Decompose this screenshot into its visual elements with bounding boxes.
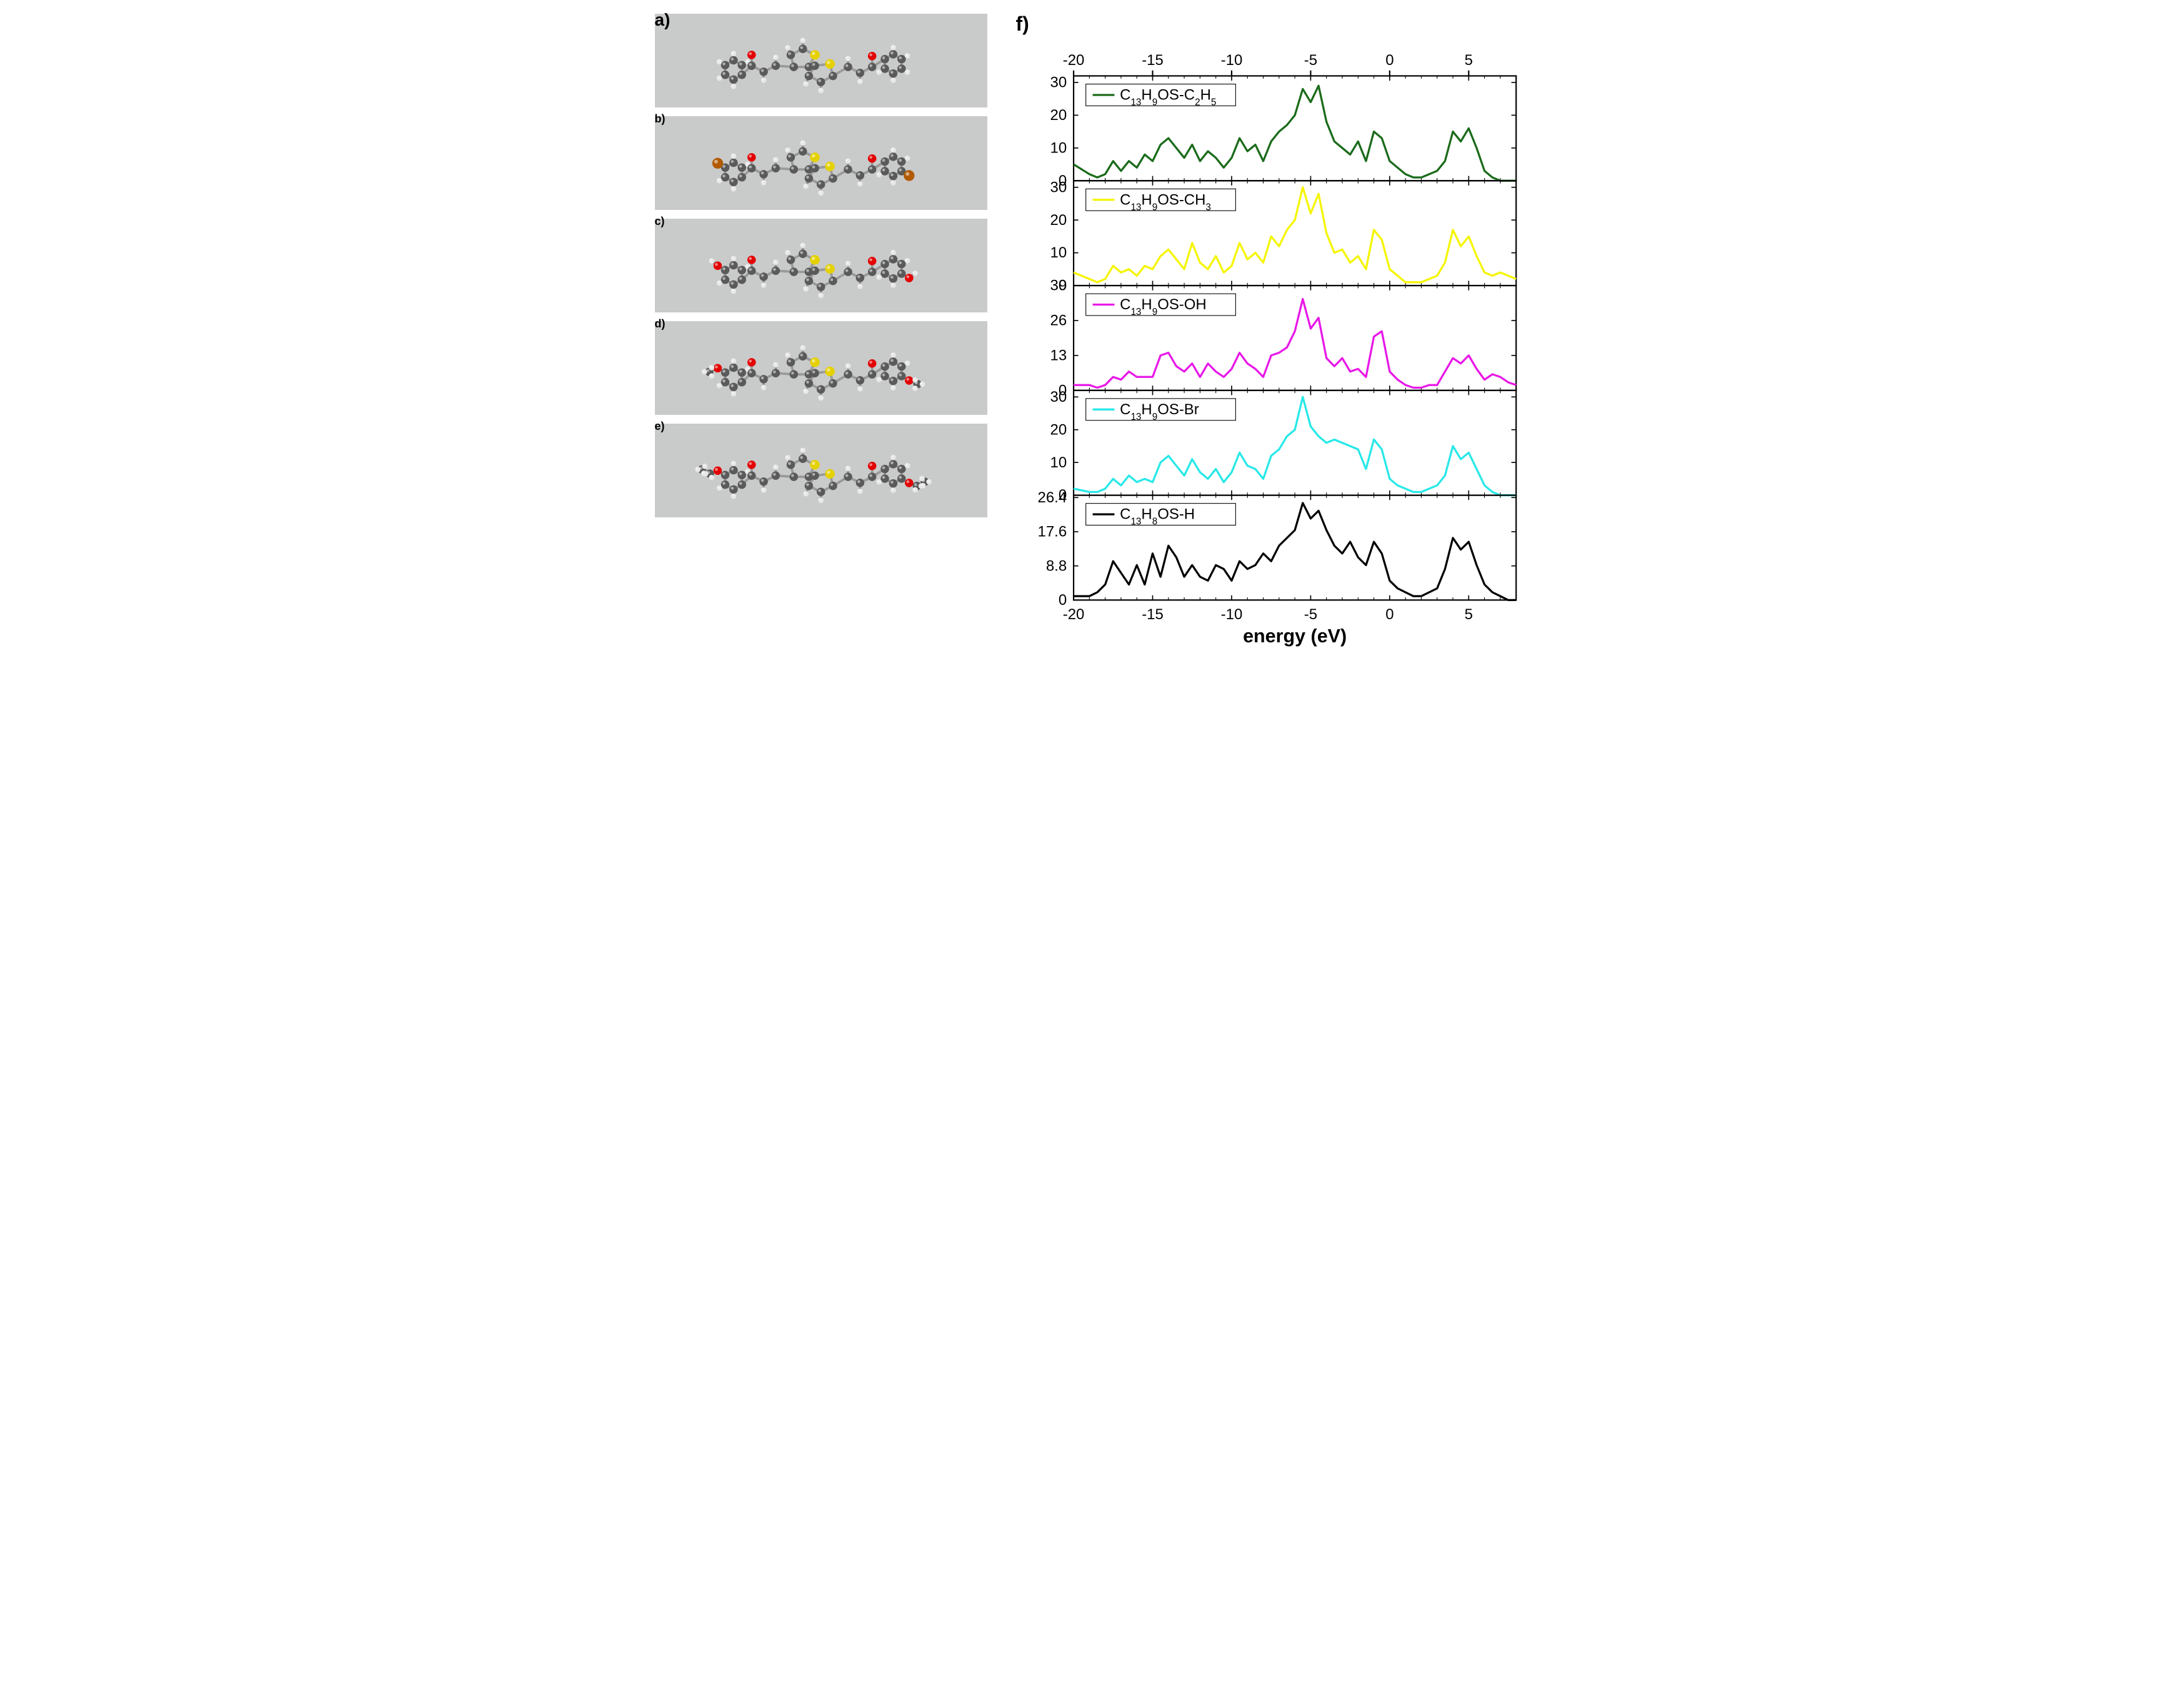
- svg-text:20: 20: [1050, 421, 1067, 438]
- molecule-svg-a: [663, 19, 979, 103]
- molecule-svg-c: [663, 224, 979, 308]
- svg-text:10: 10: [1050, 139, 1067, 156]
- svg-text:13: 13: [1050, 347, 1067, 364]
- svg-text:8.8: 8.8: [1045, 557, 1066, 574]
- molecule-box-e: [655, 424, 987, 517]
- svg-text:-10: -10: [1220, 52, 1242, 69]
- svg-text:0: 0: [1385, 52, 1394, 69]
- panel-label-a: a): [655, 10, 671, 30]
- panel-d: d): [655, 320, 987, 415]
- svg-text:-15: -15: [1142, 606, 1164, 623]
- panel-c: c): [655, 217, 987, 312]
- svg-text:-15: -15: [1142, 52, 1164, 69]
- panel-label-b: b): [655, 112, 666, 126]
- panel-label-c: c): [655, 215, 665, 228]
- molecule-column: a) b) c) d) e): [655, 12, 987, 658]
- molecule-box-d: [655, 321, 987, 415]
- svg-text:5: 5: [1464, 606, 1472, 623]
- molecule-box-a: [655, 14, 987, 107]
- svg-text:10: 10: [1050, 244, 1067, 261]
- molecule-svg-b: [663, 121, 979, 206]
- svg-text:-5: -5: [1304, 52, 1317, 69]
- svg-text:30: 30: [1050, 74, 1067, 91]
- molecule-svg-e: [663, 429, 979, 513]
- panel-label-d: d): [655, 317, 666, 331]
- svg-text:26.4: 26.4: [1037, 489, 1067, 506]
- svg-text:26: 26: [1050, 312, 1067, 329]
- svg-text:0: 0: [1385, 606, 1394, 623]
- figure-container: a) b) c) d) e): [655, 12, 1530, 658]
- svg-text:-20: -20: [1062, 606, 1084, 623]
- svg-text:10: 10: [1050, 454, 1067, 471]
- svg-text:39: 39: [1050, 277, 1067, 294]
- svg-text:-20: -20: [1062, 52, 1084, 69]
- dos-chart-svg: -20-15-10-5050102030C13H9OS-C2H50102030C…: [1012, 42, 1530, 655]
- svg-text:17.6: 17.6: [1037, 524, 1067, 540]
- chart-area: -20-15-10-5050102030C13H9OS-C2H50102030C…: [1012, 42, 1530, 658]
- molecule-box-b: [655, 116, 987, 210]
- svg-text:20: 20: [1050, 212, 1067, 229]
- svg-text:30: 30: [1050, 389, 1067, 406]
- panel-label-e: e): [655, 420, 665, 433]
- svg-text:-5: -5: [1304, 606, 1317, 623]
- panel-b: b): [655, 115, 987, 210]
- svg-text:30: 30: [1050, 179, 1067, 196]
- svg-text:20: 20: [1050, 107, 1067, 124]
- panel-e: e): [655, 422, 987, 517]
- chart-column: f) -20-15-10-5050102030C13H9OS-C2H501020…: [1012, 12, 1530, 658]
- molecule-svg-d: [663, 326, 979, 411]
- svg-text:energy (eV): energy (eV): [1243, 625, 1347, 647]
- panel-a: a): [655, 12, 987, 107]
- molecule-box-c: [655, 219, 987, 312]
- panel-label-f: f): [1016, 12, 1530, 36]
- svg-text:5: 5: [1464, 52, 1472, 69]
- svg-text:-10: -10: [1220, 606, 1242, 623]
